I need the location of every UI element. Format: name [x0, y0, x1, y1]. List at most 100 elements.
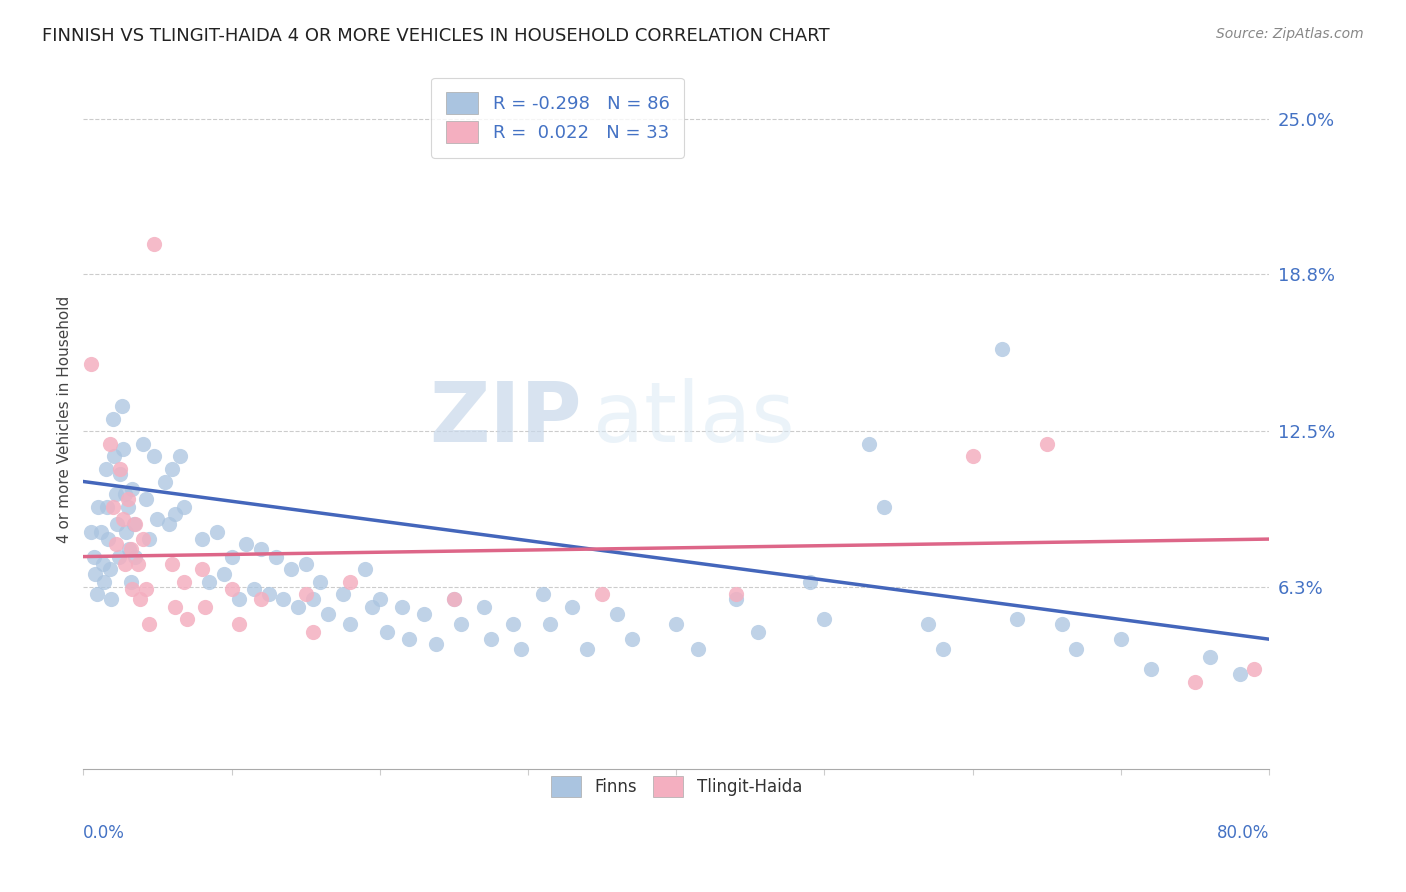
Point	[509, 642, 531, 657]
Point	[1199, 649, 1222, 664]
Point	[302, 624, 325, 639]
Point	[112, 512, 135, 526]
Point	[194, 599, 217, 614]
Point	[165, 507, 187, 521]
Point	[103, 450, 125, 464]
Point	[157, 517, 180, 532]
Point	[443, 592, 465, 607]
Point	[104, 537, 127, 551]
Point	[173, 500, 195, 514]
Point	[932, 642, 955, 657]
Point	[143, 236, 166, 251]
Point	[117, 500, 139, 514]
Point	[1066, 642, 1088, 657]
Point	[120, 542, 142, 557]
Point	[100, 592, 122, 607]
Point	[101, 412, 124, 426]
Point	[873, 500, 896, 514]
Point	[665, 617, 688, 632]
Point	[221, 549, 243, 564]
Point	[212, 567, 235, 582]
Point	[242, 582, 264, 596]
Point	[121, 582, 143, 596]
Point	[538, 617, 561, 632]
Point	[799, 574, 821, 589]
Point	[111, 400, 134, 414]
Text: atlas: atlas	[593, 378, 794, 459]
Point	[131, 437, 153, 451]
Point	[250, 592, 273, 607]
Point	[121, 482, 143, 496]
Text: FINNISH VS TLINGIT-HAIDA 4 OR MORE VEHICLES IN HOUSEHOLD CORRELATION CHART: FINNISH VS TLINGIT-HAIDA 4 OR MORE VEHIC…	[42, 27, 830, 45]
Point	[302, 592, 325, 607]
Point	[94, 462, 117, 476]
Point	[110, 467, 132, 481]
Point	[339, 574, 361, 589]
Point	[221, 582, 243, 596]
Point	[339, 617, 361, 632]
Point	[1184, 674, 1206, 689]
Point	[93, 574, 115, 589]
Point	[620, 632, 643, 647]
Point	[368, 592, 391, 607]
Point	[962, 450, 984, 464]
Point	[96, 500, 118, 514]
Point	[479, 632, 502, 647]
Point	[110, 462, 132, 476]
Point	[991, 342, 1014, 356]
Point	[108, 549, 131, 564]
Point	[391, 599, 413, 614]
Point	[472, 599, 495, 614]
Point	[114, 557, 136, 571]
Point	[173, 574, 195, 589]
Point	[235, 537, 257, 551]
Point	[316, 607, 339, 622]
Point	[124, 517, 146, 532]
Point	[1139, 662, 1161, 676]
Point	[1243, 662, 1265, 676]
Point	[104, 487, 127, 501]
Point	[425, 637, 447, 651]
Point	[191, 532, 214, 546]
Point	[86, 587, 108, 601]
Point	[1050, 617, 1073, 632]
Point	[1229, 667, 1251, 681]
Point	[309, 574, 332, 589]
Legend: Finns, Tlingit-Haida: Finns, Tlingit-Haida	[537, 763, 815, 810]
Point	[273, 592, 295, 607]
Point	[120, 574, 142, 589]
Point	[114, 487, 136, 501]
Point	[413, 607, 436, 622]
Point	[112, 442, 135, 456]
Point	[138, 532, 160, 546]
Text: ZIP: ZIP	[429, 378, 581, 459]
Point	[264, 549, 287, 564]
Point	[294, 557, 316, 571]
Point	[724, 587, 747, 601]
Point	[361, 599, 384, 614]
Point	[91, 557, 114, 571]
Point	[117, 491, 139, 506]
Point	[124, 549, 146, 564]
Point	[101, 500, 124, 514]
Point	[375, 624, 398, 639]
Point	[97, 532, 120, 546]
Point	[287, 599, 309, 614]
Point	[169, 450, 191, 464]
Point	[80, 357, 103, 371]
Point	[688, 642, 710, 657]
Point	[135, 582, 157, 596]
Point	[813, 612, 835, 626]
Point	[176, 612, 198, 626]
Point	[606, 607, 628, 622]
Point	[131, 532, 153, 546]
Point	[443, 592, 465, 607]
Point	[115, 524, 138, 539]
Point	[294, 587, 316, 601]
Point	[858, 437, 880, 451]
Text: 0.0%: 0.0%	[83, 824, 125, 842]
Point	[160, 462, 183, 476]
Point	[591, 587, 613, 601]
Point	[118, 542, 141, 557]
Point	[531, 587, 554, 601]
